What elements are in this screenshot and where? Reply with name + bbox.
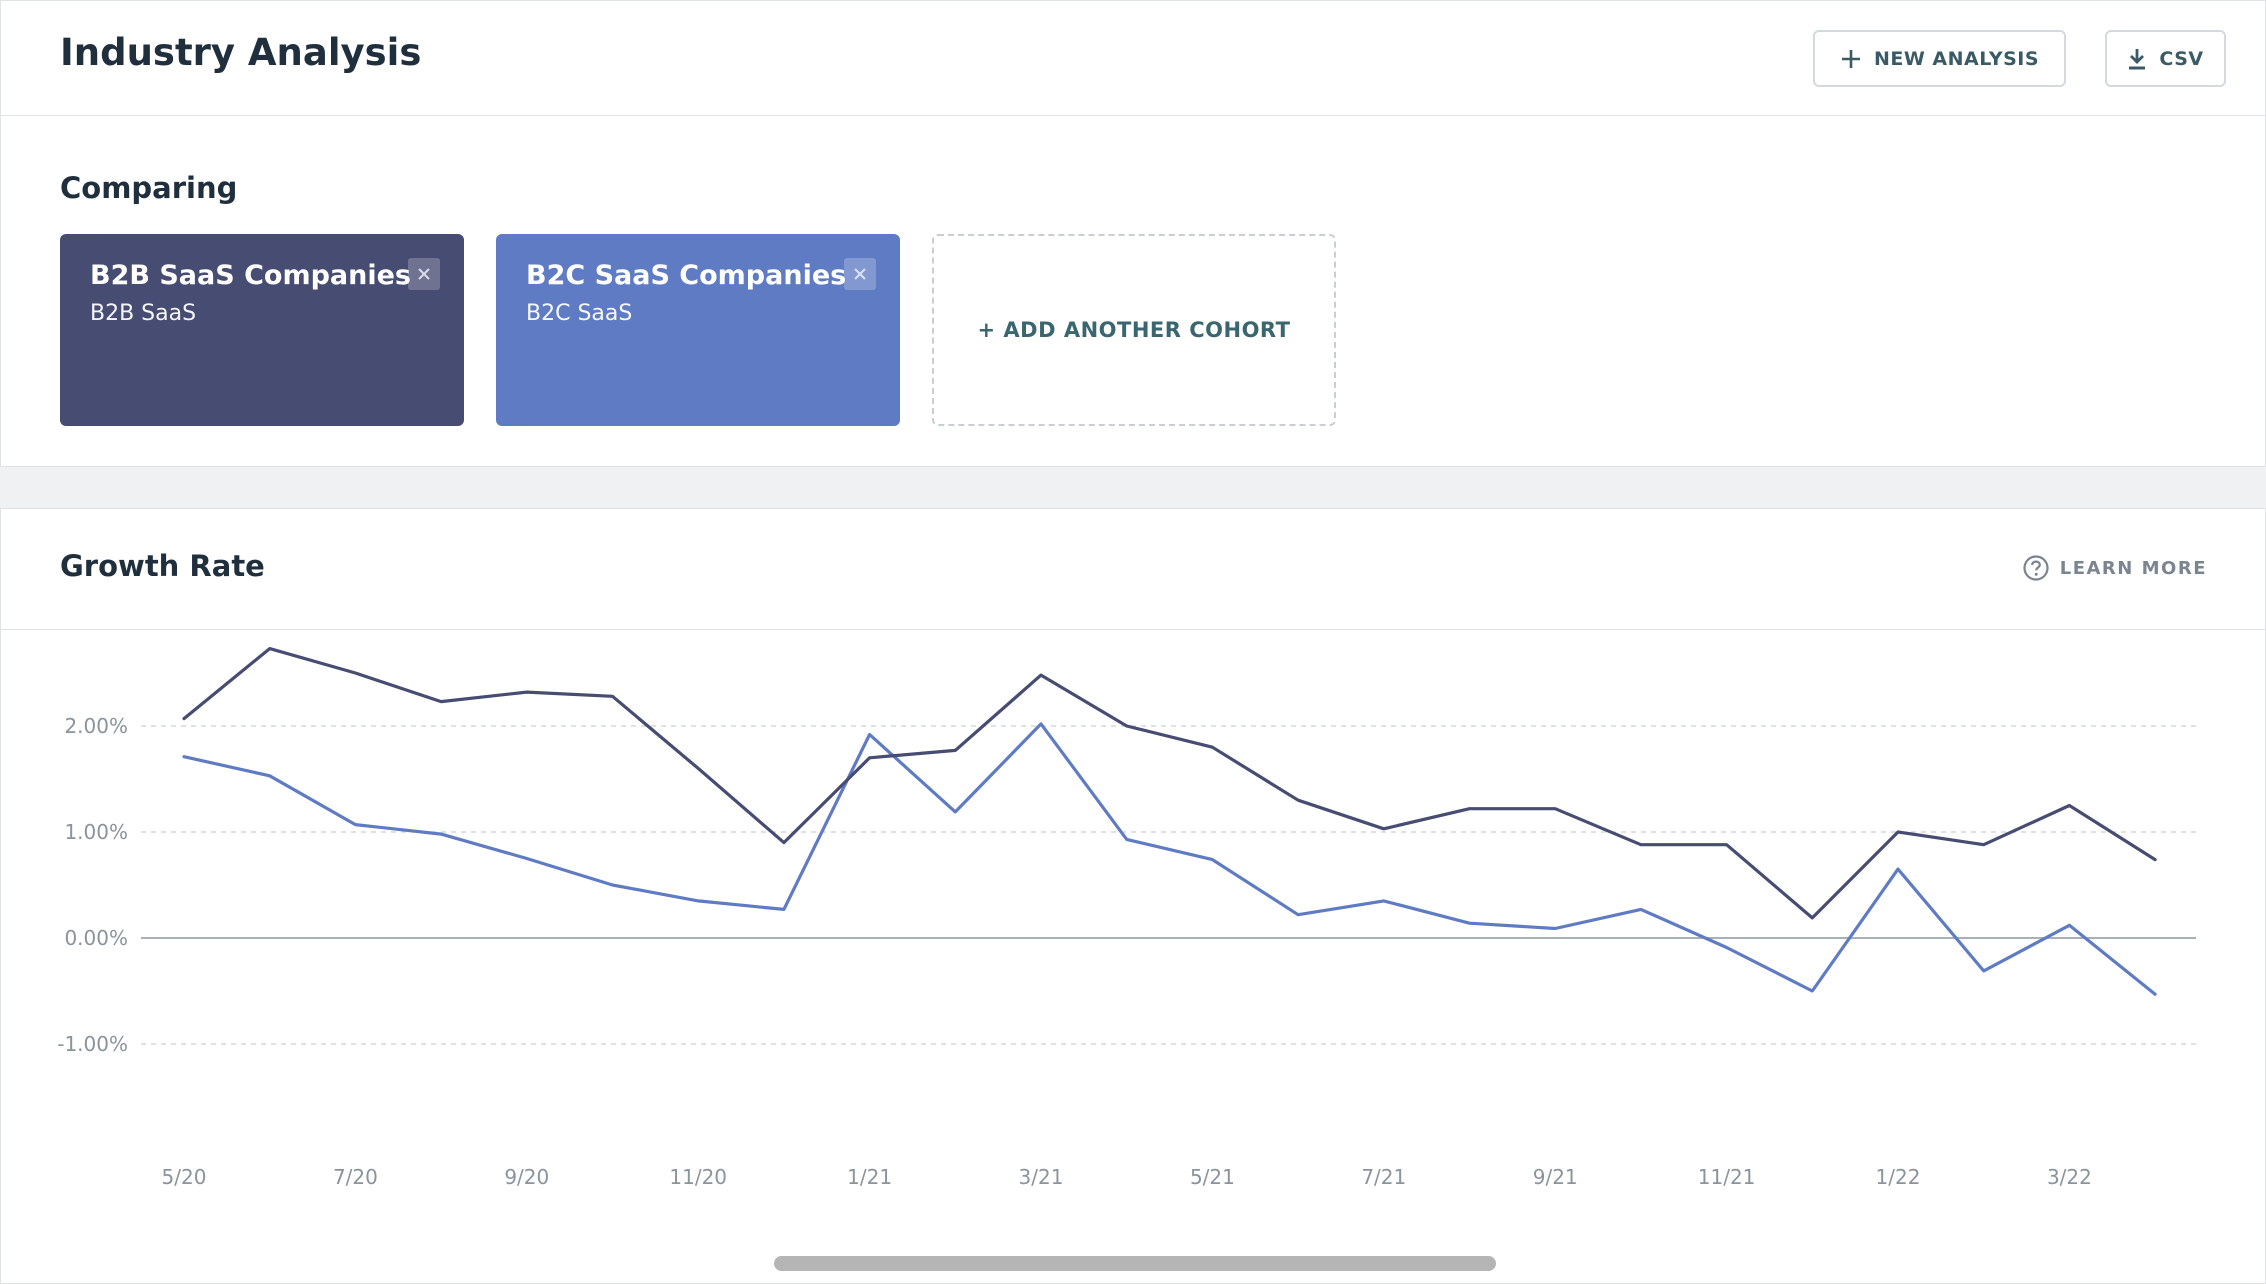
growth-rate-section: Growth Rate LEARN MORE 3.00% 2.00% 1.00% 0.… (0, 508, 2266, 1284)
csv-download-button[interactable]: CSV (2105, 30, 2226, 87)
horizontal-scrollbar[interactable] (774, 1256, 1496, 1271)
new-analysis-label: NEW ANALYSIS (1873, 47, 2040, 70)
x-tick-label: 11/20 (669, 1165, 727, 1189)
cohort-card-b2c[interactable]: B2C SaaS Companies B2C SaaS (496, 234, 900, 426)
x-tick-label: 9/20 (504, 1165, 549, 1189)
comparing-title: Comparing (60, 171, 238, 205)
cohort-name: B2B SaaS Companies (90, 260, 411, 291)
growth-rate-chart: 3.00% 2.00% 1.00% 0.00% -1.00% 5/20 7/20 9/20 11… (57, 631, 2196, 1189)
series-line-0 (182, 647, 2157, 920)
y-tick-label: 2.00% (64, 714, 128, 738)
page-title: Industry Analysis (60, 31, 422, 74)
add-cohort-button[interactable]: + ADD ANOTHER COHORT (932, 234, 1336, 426)
learn-more-label: LEARN MORE (2059, 557, 2207, 579)
cohort-card-b2b[interactable]: B2B SaaS Companies B2B SaaS (60, 234, 464, 426)
x-tick-label: 1/22 (1876, 1165, 1921, 1189)
new-analysis-button[interactable]: NEW ANALYSIS (1813, 30, 2066, 87)
cohort-subtitle: B2C SaaS (526, 301, 633, 326)
remove-cohort-button[interactable] (408, 258, 440, 290)
y-tick-label: 1.00% (64, 820, 128, 844)
growth-rate-header: Growth Rate LEARN MORE (1, 509, 2265, 630)
x-tick-label: 1/21 (847, 1165, 892, 1189)
y-tick-label: -1.00% (57, 1032, 128, 1056)
comparing-section: Comparing B2B SaaS Companies B2B SaaS B2… (0, 116, 2266, 467)
x-tick-label: 5/21 (1190, 1165, 1235, 1189)
cohort-subtitle: B2B SaaS (90, 301, 197, 326)
x-tick-label: 3/22 (2047, 1165, 2092, 1189)
download-icon (2129, 48, 2146, 69)
remove-cohort-button[interactable] (844, 258, 876, 290)
growth-rate-title: Growth Rate (60, 549, 265, 583)
top-bar: Industry Analysis NEW ANALYSIS CSV (0, 0, 2266, 116)
plus-icon (1841, 49, 1860, 68)
x-tick-label: 11/21 (1698, 1165, 1756, 1189)
y-tick-label: 0.00% (64, 926, 128, 950)
series-line-1 (182, 722, 2157, 996)
y-tick-label: 3.00% (64, 631, 128, 632)
x-tick-label: 5/20 (162, 1165, 207, 1189)
x-tick-label: 3/21 (1019, 1165, 1064, 1189)
cohort-name: B2C SaaS Companies (526, 260, 847, 291)
x-tick-label: 9/21 (1533, 1165, 1578, 1189)
x-tick-label: 7/20 (333, 1165, 378, 1189)
help-circle-icon (2023, 555, 2049, 581)
close-icon (854, 268, 866, 280)
close-icon (418, 268, 430, 280)
csv-label: CSV (2159, 47, 2204, 70)
learn-more-link[interactable]: LEARN MORE (2022, 554, 2207, 582)
x-tick-label: 7/21 (1361, 1165, 1406, 1189)
